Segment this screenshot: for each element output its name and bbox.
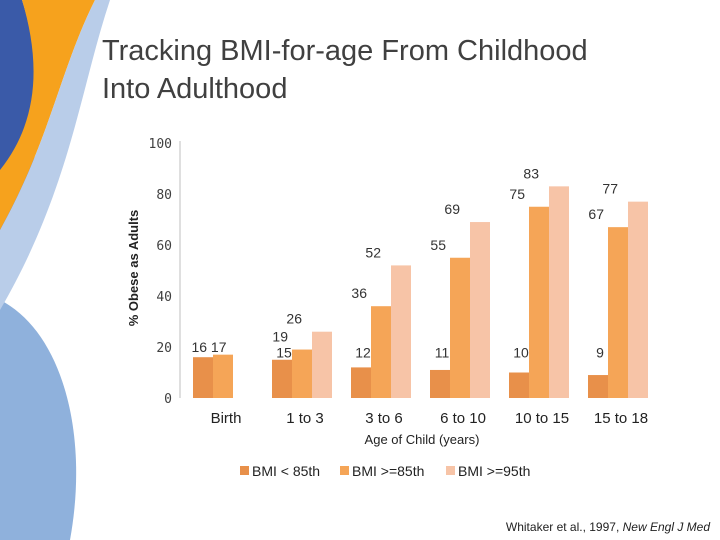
- deco-orange-wave: [0, 0, 95, 230]
- y-tick-label: 20: [156, 341, 172, 356]
- legend-label: BMI < 85th: [252, 463, 320, 479]
- x-tick-label: 3 to 6: [365, 410, 403, 427]
- data-label: 83: [523, 165, 539, 181]
- bar: [272, 359, 292, 398]
- bar: [391, 265, 411, 398]
- data-label: 11: [435, 345, 450, 361]
- bar: [430, 369, 450, 398]
- bar: [608, 227, 628, 398]
- data-label: 36: [351, 285, 367, 301]
- data-label: 75: [509, 186, 525, 202]
- bar: [351, 367, 371, 398]
- y-tick-label: 80: [156, 188, 172, 203]
- data-label: 19: [272, 329, 288, 345]
- data-label: 10: [513, 345, 529, 361]
- data-label: 26: [286, 311, 302, 327]
- bar: [588, 375, 608, 398]
- bar: [628, 201, 648, 398]
- data-label: 15: [276, 345, 292, 361]
- citation: Whitaker et al., 1997, New Engl J Med: [506, 520, 710, 534]
- x-tick-label: 15 to 18: [594, 410, 648, 427]
- y-tick-label: 100: [149, 137, 172, 152]
- deco-blue-mid-wave: [0, 0, 110, 310]
- title-line-2: Into Adulthood: [102, 73, 288, 105]
- legend-swatch: [446, 466, 455, 475]
- data-label: 77: [602, 181, 618, 197]
- bar: [529, 206, 549, 398]
- bar: [193, 357, 213, 398]
- bar: [470, 222, 490, 398]
- bar: [509, 372, 529, 398]
- legend-label: BMI >=95th: [458, 463, 530, 479]
- bar: [549, 186, 569, 398]
- citation-text: Whitaker et al., 1997,: [505, 520, 623, 534]
- deco-blue-light-wave: [0, 300, 77, 540]
- y-tick-label: 40: [156, 290, 172, 305]
- data-label: 16 17: [191, 339, 226, 355]
- x-tick-label: 6 to 10: [440, 410, 486, 427]
- data-label: 12: [355, 345, 371, 361]
- data-label: 55: [430, 237, 446, 253]
- data-label: 52: [365, 244, 381, 260]
- y-axis-label: % Obese as Adults: [126, 210, 141, 327]
- slide-title: Tracking BMI-for-age From Childhood Into…: [102, 32, 702, 108]
- legend-swatch: [240, 466, 249, 475]
- data-label: 67: [588, 206, 604, 222]
- x-tick-label: 10 to 15: [515, 410, 569, 427]
- y-tick-label: 60: [156, 239, 172, 254]
- bar: [450, 257, 470, 398]
- data-label: 9: [596, 345, 604, 361]
- x-axis-label: Age of Child (years): [365, 432, 480, 447]
- bar: [312, 331, 332, 398]
- citation-journal: New Engl J Med: [622, 520, 710, 534]
- bar: [213, 354, 233, 398]
- y-tick-label: 0: [164, 392, 172, 407]
- legend-swatch: [340, 466, 349, 475]
- title-line-1: Tracking BMI-for-age From Childhood: [102, 35, 588, 67]
- data-label: 69: [444, 201, 460, 217]
- bar: [371, 306, 391, 398]
- legend-label: BMI >=85th: [352, 463, 424, 479]
- x-tick-label: 1 to 3: [286, 410, 324, 427]
- x-tick-label: Birth: [211, 410, 242, 427]
- bar: [292, 349, 312, 398]
